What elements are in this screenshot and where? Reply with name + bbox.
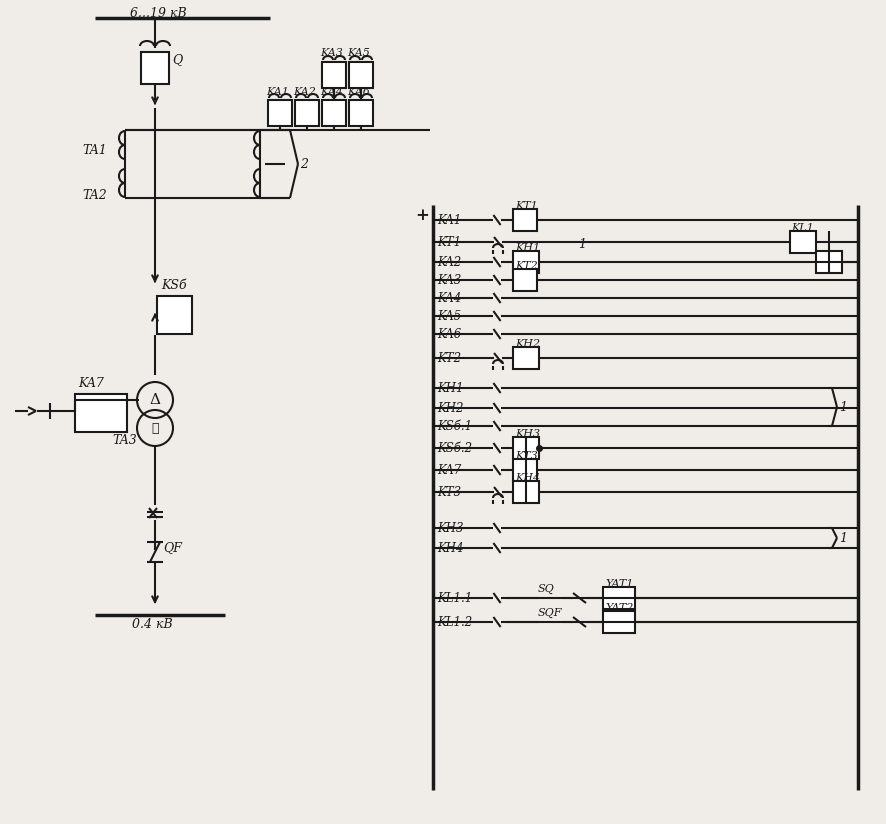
Text: SQF: SQF bbox=[538, 608, 563, 618]
Text: +: + bbox=[415, 207, 429, 223]
Text: KA4: KA4 bbox=[437, 292, 462, 305]
Text: KSб.1: KSб.1 bbox=[437, 419, 472, 433]
Text: KT1: KT1 bbox=[515, 201, 538, 211]
Text: KA7: KA7 bbox=[437, 464, 462, 476]
Text: KH1: KH1 bbox=[437, 382, 463, 395]
Text: YAT1: YAT1 bbox=[605, 579, 633, 589]
Bar bbox=[513, 251, 539, 273]
Text: KA2: KA2 bbox=[293, 87, 316, 97]
Text: KH2: KH2 bbox=[437, 401, 463, 414]
Bar bbox=[513, 481, 539, 503]
Text: KH2: KH2 bbox=[515, 339, 540, 349]
Bar bbox=[513, 347, 539, 369]
Text: KH4: KH4 bbox=[515, 473, 540, 483]
Text: Δ: Δ bbox=[150, 393, 160, 407]
Bar bbox=[603, 587, 635, 609]
Text: KH3: KH3 bbox=[437, 522, 463, 535]
Text: KA1: KA1 bbox=[266, 87, 289, 97]
Text: KL1.2: KL1.2 bbox=[437, 616, 472, 629]
Text: QF: QF bbox=[163, 541, 182, 555]
Text: 6...19 кВ: 6...19 кВ bbox=[130, 7, 187, 20]
Text: 1: 1 bbox=[839, 400, 847, 414]
Text: KA7: KA7 bbox=[78, 377, 104, 390]
Text: KA6: KA6 bbox=[437, 327, 462, 340]
Text: YAT2: YAT2 bbox=[605, 603, 633, 613]
Text: KL1: KL1 bbox=[791, 223, 813, 233]
Bar bbox=[790, 231, 816, 253]
Text: KA4: KA4 bbox=[320, 87, 343, 97]
Bar bbox=[157, 296, 192, 334]
Bar bbox=[513, 269, 537, 291]
Bar bbox=[513, 209, 537, 231]
Bar bbox=[513, 437, 539, 459]
Text: TA3: TA3 bbox=[112, 433, 136, 447]
Text: KH4: KH4 bbox=[437, 541, 463, 555]
Text: KT1: KT1 bbox=[437, 236, 461, 249]
Bar bbox=[322, 100, 346, 126]
Text: ✶: ✶ bbox=[152, 422, 159, 434]
Bar bbox=[295, 100, 319, 126]
Text: TA1: TA1 bbox=[82, 143, 106, 157]
Bar bbox=[75, 394, 127, 432]
Text: KA5: KA5 bbox=[437, 310, 462, 322]
Text: TA2: TA2 bbox=[82, 189, 106, 202]
Text: 0.4 кВ: 0.4 кВ bbox=[132, 619, 173, 631]
Text: 2: 2 bbox=[300, 157, 308, 171]
Bar bbox=[349, 100, 373, 126]
Text: KH1: KH1 bbox=[515, 243, 540, 253]
Text: KT3: KT3 bbox=[515, 451, 538, 461]
Bar bbox=[141, 52, 169, 84]
Text: SQ: SQ bbox=[538, 584, 555, 594]
Text: 1: 1 bbox=[839, 531, 847, 545]
Bar bbox=[268, 100, 292, 126]
Text: KL1.1: KL1.1 bbox=[437, 592, 472, 605]
Text: KA5: KA5 bbox=[347, 48, 369, 58]
Bar bbox=[349, 62, 373, 88]
Text: KT2: KT2 bbox=[437, 352, 461, 364]
Text: Q: Q bbox=[172, 54, 183, 67]
Text: KA2: KA2 bbox=[437, 255, 462, 269]
Text: KA3: KA3 bbox=[320, 48, 343, 58]
Text: KA1: KA1 bbox=[437, 213, 462, 227]
Text: KT3: KT3 bbox=[437, 485, 461, 499]
Text: KT2: KT2 bbox=[515, 261, 538, 271]
Text: KSб.2: KSб.2 bbox=[437, 442, 472, 455]
Text: KSб: KSб bbox=[161, 279, 187, 292]
Text: KA3: KA3 bbox=[437, 274, 462, 287]
Bar bbox=[513, 459, 537, 481]
Text: KA6: KA6 bbox=[347, 87, 369, 97]
Bar bbox=[603, 611, 635, 633]
Text: 1: 1 bbox=[578, 237, 586, 250]
Bar bbox=[322, 62, 346, 88]
Text: KH3: KH3 bbox=[515, 429, 540, 439]
Bar bbox=[816, 251, 842, 273]
